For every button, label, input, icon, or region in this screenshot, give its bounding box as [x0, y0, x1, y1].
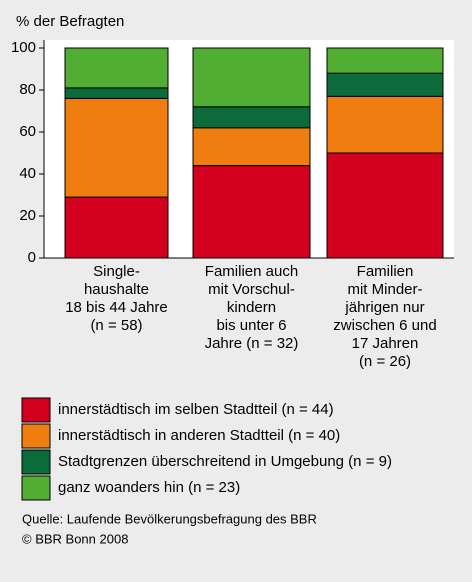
bar-segment: [192, 165, 311, 259]
x-tick-label: Familien auch: [205, 263, 298, 280]
y-tick-label: 20: [19, 207, 36, 224]
x-tick-label: Single-: [93, 263, 140, 280]
bar-segment: [64, 97, 169, 198]
source-note: © BBR Bonn 2008: [22, 531, 128, 546]
y-axis-label: % der Befragten: [16, 13, 124, 30]
x-tick-label: Jahre (n = 32): [205, 335, 299, 352]
x-tick-label: haushalte: [84, 281, 149, 298]
x-tick-label: mit Minder-: [347, 281, 422, 298]
bar-segment: [326, 152, 444, 259]
y-tick-label: 0: [28, 249, 36, 266]
bar-segment: [192, 47, 311, 108]
x-tick-label: jährigen nur: [344, 299, 424, 316]
x-tick-label: (n = 26): [359, 353, 411, 370]
x-tick-label: (n = 58): [90, 317, 142, 334]
bar-segment: [326, 95, 444, 154]
legend-label: Stadtgrenzen überschreitend in Umgebung …: [58, 453, 392, 470]
source-note: Quelle: Laufende Bevölkerungsbefragung d…: [22, 511, 317, 526]
bar-segment: [64, 47, 169, 89]
y-tick-label: 40: [19, 165, 36, 182]
legend-swatch: [21, 449, 51, 475]
legend-label: innerstädtisch im selben Stadtteil (n = …: [58, 401, 334, 418]
x-tick-label: bis unter 6: [216, 317, 286, 334]
legend-swatch: [21, 475, 51, 501]
legend-label: innerstädtisch in anderen Stadtteil (n =…: [58, 427, 340, 444]
bar-segment: [192, 106, 311, 129]
y-tick-label: 60: [19, 123, 36, 140]
legend-swatch: [21, 423, 51, 449]
x-tick-label: zwischen 6 und: [333, 317, 436, 334]
y-tick-label: 80: [19, 81, 36, 98]
bar-segment: [326, 47, 444, 74]
legend-swatch: [21, 397, 51, 423]
x-tick-label: 18 bis 44 Jahre: [65, 299, 168, 316]
x-tick-label: kindern: [227, 299, 276, 316]
legend-label: ganz woanders hin (n = 23): [58, 479, 240, 496]
y-tick-label: 100: [11, 39, 36, 56]
x-tick-label: Familien: [357, 263, 414, 280]
x-tick-label: mit Vorschul-: [208, 281, 295, 298]
x-tick-label: 17 Jahren: [352, 335, 419, 352]
bar-segment: [192, 127, 311, 167]
bar-segment: [64, 196, 169, 259]
bar-segment: [326, 72, 444, 97]
bar-segment: [64, 87, 169, 99]
